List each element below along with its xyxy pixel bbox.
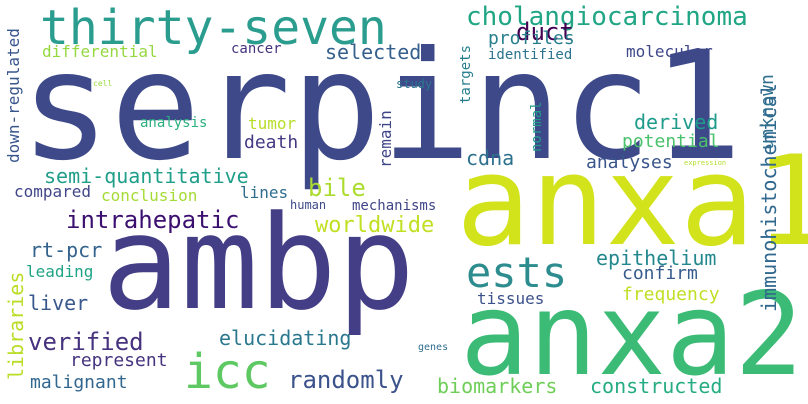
- word-verified: verified: [28, 328, 144, 356]
- word-study: study: [396, 77, 433, 91]
- word-death: death: [244, 132, 299, 153]
- word-biomarkers: biomarkers: [437, 374, 558, 398]
- word-represent: represent: [70, 350, 168, 371]
- word-epithelium: epithelium: [596, 246, 717, 270]
- word-normal: normal: [529, 101, 545, 152]
- word-intrahepatic: intrahepatic: [66, 206, 240, 234]
- word-semi-quantitative: semi-quantitative: [44, 164, 249, 188]
- word-potential: potential: [622, 131, 720, 152]
- word-anxa2: anxa2: [460, 268, 804, 401]
- word-tissues: tissues: [477, 289, 545, 308]
- word-worldwide: worldwide: [315, 213, 435, 238]
- word-anxa1: anxa1: [456, 130, 808, 274]
- word-analysis: analysis: [140, 115, 208, 131]
- word-cancer: cancer: [231, 41, 282, 57]
- word-frequency: frequency: [622, 284, 720, 305]
- word-conclusion: conclusion: [101, 186, 198, 205]
- word-down-regulated: down-regulated: [4, 28, 23, 163]
- word-compared: compared: [14, 182, 92, 201]
- word-molecular: molecular: [626, 42, 713, 61]
- word-icc: icc: [184, 344, 271, 400]
- word-duct: duct: [516, 18, 574, 46]
- word-differential: differential: [42, 42, 158, 61]
- word-malignant: malignant: [30, 372, 128, 393]
- word-ests: ests: [466, 248, 568, 297]
- word-bile: bile: [308, 174, 366, 202]
- word-derived: derived: [634, 110, 719, 134]
- word-identified: identified: [488, 47, 573, 63]
- word-liver: liver: [28, 291, 89, 315]
- word-human: human: [290, 198, 327, 212]
- word-remain: remain: [376, 110, 395, 168]
- word-leading: leading: [26, 262, 94, 281]
- word-lines: lines: [240, 183, 289, 202]
- word-cdna: cdna: [466, 146, 515, 170]
- word-unknown: unknown: [757, 74, 778, 150]
- word-confirm: confirm: [622, 263, 698, 284]
- word-selected: selected: [325, 40, 422, 64]
- word-cholangiocarcinoma: cholangiocarcinoma: [466, 2, 748, 32]
- word-constructed: constructed: [590, 374, 723, 398]
- word-rt-pcr: rt-pcr: [30, 238, 103, 262]
- word-analyses: analyses: [586, 152, 673, 173]
- word-elucidating: elucidating: [219, 326, 352, 350]
- word-thirty-seven: thirty-seven: [40, 0, 387, 56]
- word-genes: genes: [418, 342, 449, 353]
- word-cell: cell: [93, 79, 113, 88]
- word-targets: targets: [458, 44, 474, 104]
- word-randomly: randomly: [288, 366, 404, 394]
- word-expression: expression: [684, 159, 727, 167]
- word-ambp: ambp: [102, 187, 416, 339]
- word-profiles: profiles: [488, 28, 575, 49]
- word-tumor: tumor: [248, 114, 297, 133]
- word-libraries: libraries: [4, 271, 28, 380]
- word-mechanisms: mechanisms: [352, 198, 437, 214]
- word-serpinc1: serpinc1: [20, 20, 743, 194]
